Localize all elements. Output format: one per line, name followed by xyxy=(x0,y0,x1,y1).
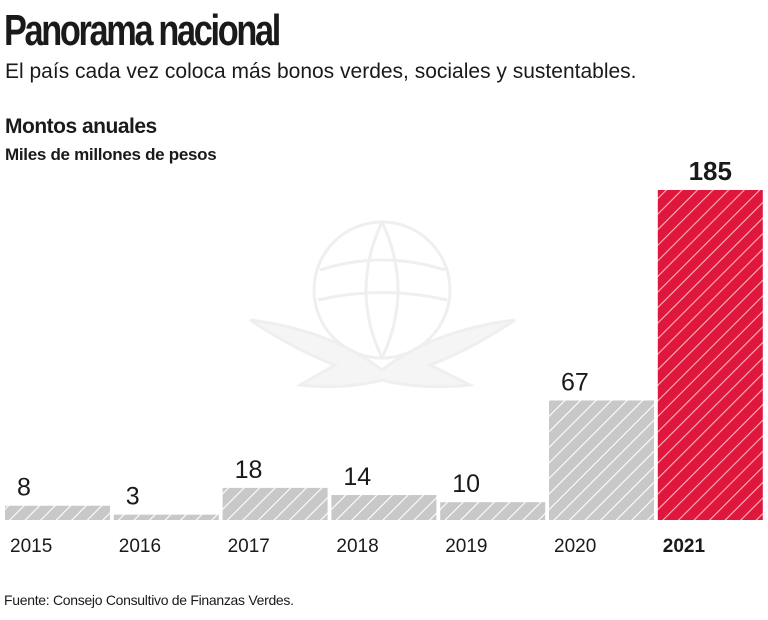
page-subtitle: El país cada vez coloca más bonos verdes… xyxy=(5,60,637,83)
bar-2017 xyxy=(222,487,328,520)
tick-label-2021: 2021 xyxy=(663,536,706,557)
bar-2020 xyxy=(549,400,654,520)
data-label-2017: 18 xyxy=(235,456,263,484)
eagle-watermark xyxy=(249,220,516,389)
bar-2016 xyxy=(113,514,219,520)
data-label-2019: 10 xyxy=(452,470,480,498)
data-label-2020: 67 xyxy=(561,368,589,396)
data-label-2021: 185 xyxy=(689,156,732,186)
chart-units-label: Miles de millones de pesos xyxy=(5,145,217,164)
data-label-2015: 8 xyxy=(17,474,31,502)
bar-2019 xyxy=(440,502,546,520)
tick-label-2016: 2016 xyxy=(119,536,161,557)
bar-2018 xyxy=(331,495,437,520)
bar-2015 xyxy=(5,505,110,520)
data-label-2016: 3 xyxy=(126,483,140,511)
source-note: Fuente: Consejo Consultivo de Finanzas V… xyxy=(4,592,294,608)
tick-label-2018: 2018 xyxy=(336,536,378,557)
tick-label-2019: 2019 xyxy=(445,536,487,557)
data-label-2018: 14 xyxy=(343,463,371,491)
tick-label-2017: 2017 xyxy=(228,536,270,557)
tick-label-2015: 2015 xyxy=(10,536,52,557)
chart-title: Montos anuales xyxy=(5,115,157,138)
bar-2021 xyxy=(657,190,763,520)
page-title: Panorama nacional xyxy=(4,6,281,55)
tick-label-2020: 2020 xyxy=(554,536,596,557)
